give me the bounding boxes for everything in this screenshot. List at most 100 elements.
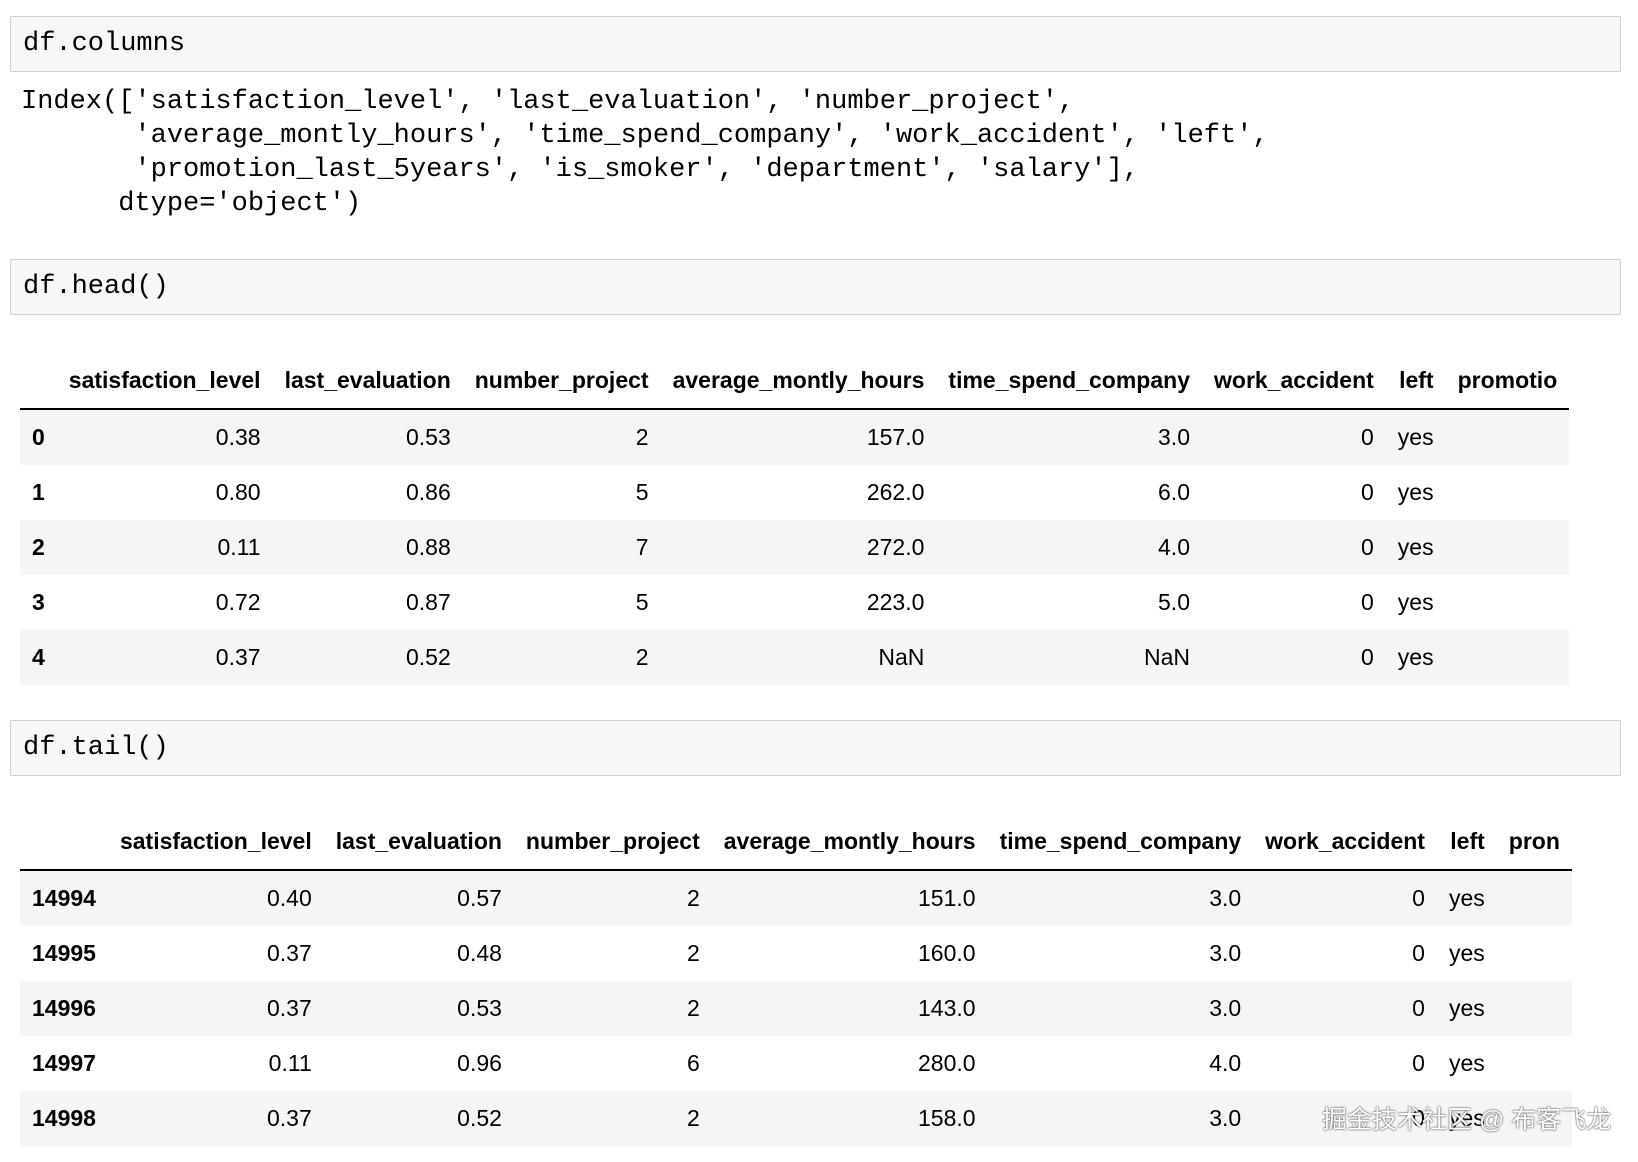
cell: 0.57 [323,870,514,926]
cell: 0.40 [107,870,324,926]
dataframe: satisfaction_level last_evaluation number_… [20,353,1603,685]
cell: yes [1397,589,1434,615]
cell: 5.0 [1158,589,1190,615]
row-index: 3 [32,589,45,615]
row-index: 14995 [32,940,96,966]
cell: 0 [1412,940,1425,966]
cell [1496,981,1572,1036]
cell: 0.48 [457,940,502,966]
cell: 2 [462,409,661,465]
row: 14996 0.37 0.53 2 143.0 3.0 0 yes [20,981,1572,1036]
cell: 4.0 [1209,1050,1242,1076]
row: 14995 0.37 0.48 2 160.0 3.0 0 yes [20,926,1572,981]
cell: 0 [1253,870,1437,926]
watermark: 掘金技术社区 @ 布客飞龙 [1322,1106,1612,1134]
cell: 2 [686,940,700,966]
cell: 0.38 [56,409,273,465]
column-header: promotio [1445,353,1570,410]
cell: 3.0 [987,981,1254,1036]
row: 14994 0.40 0.57 2 151.0 3.0 0 yes [20,870,1572,926]
header-row: satisfaction_level last_evaluation number_… [20,353,1570,410]
row-index: 4 [20,630,57,685]
cell: 0.37 [107,1091,324,1146]
row-index: 14998 [20,1091,108,1146]
row-index: 0 [20,409,57,465]
column-header: average_montly_hours [660,353,937,410]
row-index: 14997 [32,1050,96,1076]
column-header: average_montly_hours [711,814,988,871]
column-header: last_evaluation [272,353,463,410]
cell: yes [1385,520,1446,575]
column-header: satisfaction_level [56,353,273,410]
cell: 4.0 [936,520,1202,575]
cell: NaN [936,630,1202,685]
row-index: 14996 [20,981,108,1036]
cell: 0 [1202,409,1386,465]
cell: 3.0 [1209,940,1242,966]
dataframe: satisfaction_level last_evaluation number_… [20,814,1603,1146]
cell: 0 [1253,981,1437,1036]
output-line: 'average_montly_hours', 'time_spend_comp… [21,121,1269,151]
row: 1 0.80 0.86 5 262.0 6.0 0 yes [20,465,1569,520]
cell: 0.80 [215,479,261,505]
output-line: Index(['satisfaction_level', 'last_evalu… [21,87,1075,117]
row-index: 1 [32,479,45,505]
cell: 0.11 [56,520,273,575]
cell: 0.37 [56,630,273,685]
column-header: pron [1496,814,1572,871]
column-header: time_spend_company [987,814,1254,871]
column-header: number_project [513,814,712,871]
row-index: 2 [20,520,57,575]
cell [1496,870,1572,926]
cell: 272.0 [660,520,937,575]
input-cell[interactable]: df.tail() [10,720,1621,776]
cell: yes [1436,1091,1497,1146]
cell: 0 [1361,589,1374,615]
input-cell[interactable]: df.head() [10,259,1621,315]
cell: 0 [1412,1050,1425,1076]
input-cell[interactable]: df.columns [10,16,1621,72]
cell: 0 [1202,630,1386,685]
cell: 0 [1361,479,1374,505]
cell: 3.0 [987,1091,1254,1146]
cell: 5 [635,479,649,505]
column-header: left [1385,353,1446,410]
cell: 143.0 [711,981,988,1036]
cell [1497,926,1572,981]
cell: 0.87 [405,589,451,615]
cell [1445,520,1570,575]
cell: yes [1436,981,1497,1036]
row: 14997 0.11 0.96 6 280.0 4.0 0 yes [20,1036,1572,1091]
cell: yes [1448,1050,1485,1076]
cell: 2 [513,1091,712,1146]
column-header: left [1436,814,1497,871]
table: satisfaction_level last_evaluation number_… [20,814,1572,1146]
cell: 160.0 [918,940,976,966]
cell: 0.96 [457,1050,502,1076]
cell: 0.52 [323,1091,514,1146]
cell: yes [1385,630,1446,685]
cell: 0.53 [272,409,463,465]
column-header: last_evaluation [323,814,514,871]
cell: 280.0 [918,1050,976,1076]
column-header: work_accident [1202,353,1386,410]
cell: 6 [686,1050,700,1076]
column-header: satisfaction_level [107,814,324,871]
column-header: number_project [462,353,661,410]
cell: 3.0 [987,870,1254,926]
cell: 151.0 [711,870,988,926]
cell: 0.37 [107,981,324,1036]
column-header [20,814,108,871]
cell: 0.11 [268,1050,312,1076]
cell: 158.0 [711,1091,988,1146]
cell [1446,465,1570,520]
code: df.tail() [23,733,169,763]
cell: 2 [513,981,712,1036]
cell: 6.0 [1158,479,1190,505]
cell: yes [1397,479,1434,505]
row: 2 0.11 0.88 7 272.0 4.0 0 yes [20,520,1570,575]
cell [1496,1091,1572,1146]
row: 3 0.72 0.87 5 223.0 5.0 0 yes [20,575,1569,630]
cell [1445,630,1570,685]
cell: 0.52 [272,630,463,685]
